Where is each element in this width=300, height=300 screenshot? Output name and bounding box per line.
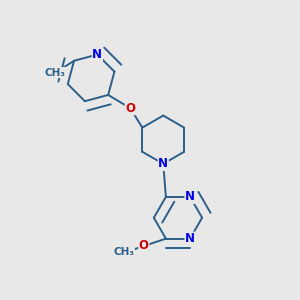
Text: O: O bbox=[125, 102, 135, 115]
Text: CH₃: CH₃ bbox=[45, 68, 66, 78]
Text: N: N bbox=[185, 190, 195, 203]
Text: N: N bbox=[158, 157, 168, 170]
Text: N: N bbox=[185, 232, 195, 245]
Text: N: N bbox=[92, 48, 102, 61]
Text: CH₃: CH₃ bbox=[113, 247, 134, 257]
Text: O: O bbox=[139, 239, 149, 253]
